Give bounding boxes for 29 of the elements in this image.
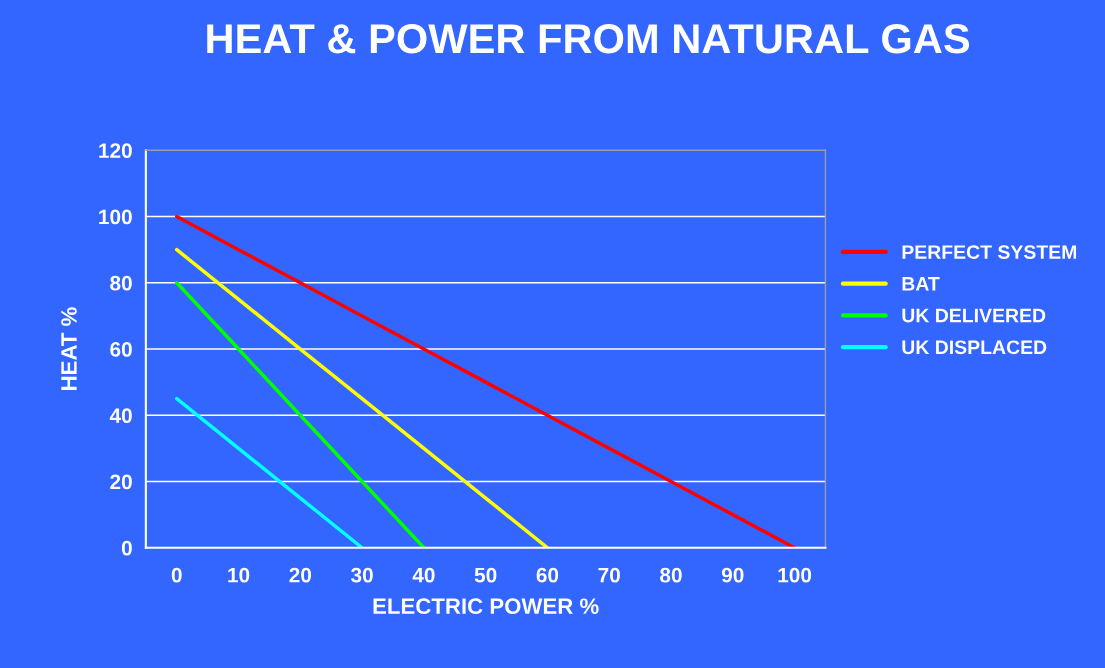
x-tick-label: 0 [171, 567, 182, 583]
legend-label: BAT [902, 277, 940, 291]
x-tick-label: 70 [598, 567, 620, 583]
x-axis-title: ELECTRIC POWER % [373, 598, 599, 615]
x-tick-label: 30 [350, 567, 373, 583]
x-tick-label: 20 [289, 567, 312, 583]
y-tick-label: 80 [110, 275, 132, 291]
x-tick-label: 50 [474, 567, 497, 583]
x-tick-label: 90 [721, 567, 744, 583]
y-tick-label: 120 [99, 143, 132, 159]
y-tick-label: 60 [110, 342, 132, 357]
line-series [175, 214, 797, 548]
x-tick-label: 10 [228, 567, 250, 583]
line-series [175, 281, 426, 548]
y-axis-title: HEAT % [61, 307, 77, 390]
x-tick-label: 40 [412, 567, 435, 583]
chart-title: HEAT & POWER FROM NATURAL GAS [207, 23, 970, 54]
y-tick-label: 0 [121, 540, 132, 556]
x-tick-label: 80 [660, 567, 682, 583]
line-series [175, 247, 550, 548]
legend-label: UK DELIVERED [902, 308, 1046, 323]
y-tick-label: 20 [110, 474, 132, 490]
y-tick-label: 100 [99, 209, 132, 225]
legend-label: PERFECT SYSTEM [902, 245, 1077, 259]
y-tick-label: 40 [109, 408, 132, 424]
legend-label: UK DISPLACED [902, 340, 1047, 355]
x-tick-label: 60 [536, 567, 559, 583]
line-series [175, 396, 364, 548]
x-tick-label: 100 [778, 567, 812, 583]
